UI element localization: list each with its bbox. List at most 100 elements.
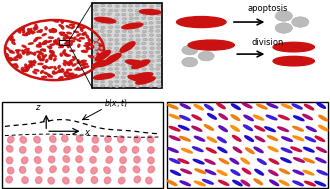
Circle shape bbox=[156, 51, 160, 53]
Ellipse shape bbox=[39, 53, 43, 55]
Ellipse shape bbox=[39, 43, 41, 46]
Ellipse shape bbox=[28, 65, 30, 67]
Ellipse shape bbox=[139, 9, 161, 14]
Circle shape bbox=[142, 30, 147, 33]
Ellipse shape bbox=[77, 146, 83, 153]
Ellipse shape bbox=[77, 69, 82, 70]
Circle shape bbox=[128, 26, 132, 29]
Bar bbox=[59, 40, 69, 45]
Circle shape bbox=[94, 80, 98, 83]
Ellipse shape bbox=[194, 136, 205, 141]
Ellipse shape bbox=[65, 55, 70, 56]
Circle shape bbox=[94, 47, 98, 50]
Ellipse shape bbox=[54, 21, 59, 22]
Ellipse shape bbox=[56, 43, 60, 45]
Circle shape bbox=[129, 35, 133, 37]
Ellipse shape bbox=[20, 136, 26, 143]
Ellipse shape bbox=[88, 55, 92, 58]
Circle shape bbox=[115, 76, 119, 78]
Ellipse shape bbox=[25, 48, 29, 50]
Ellipse shape bbox=[134, 136, 140, 143]
Ellipse shape bbox=[49, 29, 51, 32]
Circle shape bbox=[93, 51, 97, 53]
Ellipse shape bbox=[148, 157, 154, 164]
Circle shape bbox=[101, 34, 106, 36]
Ellipse shape bbox=[60, 33, 65, 34]
Circle shape bbox=[108, 43, 112, 45]
Circle shape bbox=[143, 63, 147, 66]
Ellipse shape bbox=[170, 159, 180, 163]
Ellipse shape bbox=[12, 42, 15, 44]
Circle shape bbox=[275, 23, 292, 33]
Circle shape bbox=[94, 39, 98, 41]
Ellipse shape bbox=[9, 50, 13, 52]
Ellipse shape bbox=[96, 48, 100, 50]
Ellipse shape bbox=[257, 159, 266, 164]
Circle shape bbox=[108, 38, 113, 41]
Ellipse shape bbox=[54, 41, 58, 43]
Ellipse shape bbox=[317, 103, 325, 108]
Ellipse shape bbox=[33, 71, 37, 74]
Ellipse shape bbox=[192, 126, 202, 131]
Ellipse shape bbox=[51, 53, 54, 56]
Ellipse shape bbox=[132, 146, 139, 153]
Ellipse shape bbox=[95, 50, 110, 61]
Ellipse shape bbox=[30, 61, 35, 63]
Circle shape bbox=[5, 20, 104, 80]
Ellipse shape bbox=[22, 30, 25, 33]
Ellipse shape bbox=[92, 136, 98, 143]
Circle shape bbox=[108, 76, 112, 79]
Ellipse shape bbox=[273, 42, 314, 52]
Circle shape bbox=[122, 5, 127, 7]
Ellipse shape bbox=[232, 136, 241, 141]
Ellipse shape bbox=[83, 50, 87, 52]
Ellipse shape bbox=[40, 59, 44, 61]
Ellipse shape bbox=[180, 104, 190, 109]
Ellipse shape bbox=[282, 137, 292, 141]
Ellipse shape bbox=[49, 156, 55, 163]
Circle shape bbox=[149, 38, 153, 41]
Ellipse shape bbox=[58, 71, 63, 72]
Ellipse shape bbox=[104, 177, 111, 184]
Ellipse shape bbox=[291, 147, 302, 152]
Ellipse shape bbox=[77, 25, 81, 28]
Ellipse shape bbox=[193, 159, 204, 164]
Circle shape bbox=[100, 21, 104, 24]
Circle shape bbox=[93, 64, 97, 66]
Ellipse shape bbox=[305, 104, 314, 110]
Ellipse shape bbox=[66, 44, 71, 45]
Ellipse shape bbox=[23, 69, 26, 72]
Ellipse shape bbox=[8, 136, 14, 143]
Circle shape bbox=[156, 64, 161, 67]
Ellipse shape bbox=[86, 35, 88, 38]
Ellipse shape bbox=[39, 59, 44, 61]
Ellipse shape bbox=[83, 63, 88, 65]
Ellipse shape bbox=[293, 136, 304, 140]
Ellipse shape bbox=[233, 180, 242, 186]
Ellipse shape bbox=[88, 39, 90, 42]
Ellipse shape bbox=[181, 169, 191, 174]
Ellipse shape bbox=[192, 147, 203, 152]
Ellipse shape bbox=[93, 74, 114, 79]
Circle shape bbox=[122, 21, 126, 24]
Ellipse shape bbox=[70, 60, 74, 61]
Ellipse shape bbox=[179, 125, 189, 130]
Ellipse shape bbox=[58, 70, 61, 72]
Circle shape bbox=[109, 9, 113, 12]
Circle shape bbox=[135, 85, 140, 88]
Ellipse shape bbox=[268, 146, 278, 152]
Circle shape bbox=[142, 42, 146, 45]
Ellipse shape bbox=[87, 47, 90, 49]
Ellipse shape bbox=[82, 32, 86, 34]
Ellipse shape bbox=[8, 167, 14, 174]
Ellipse shape bbox=[75, 69, 80, 70]
Ellipse shape bbox=[281, 148, 292, 153]
Ellipse shape bbox=[304, 158, 314, 163]
Circle shape bbox=[156, 26, 160, 28]
Circle shape bbox=[94, 34, 99, 37]
Ellipse shape bbox=[180, 115, 190, 120]
Ellipse shape bbox=[133, 166, 140, 173]
Ellipse shape bbox=[118, 177, 125, 184]
Circle shape bbox=[122, 81, 126, 83]
Ellipse shape bbox=[10, 52, 15, 53]
